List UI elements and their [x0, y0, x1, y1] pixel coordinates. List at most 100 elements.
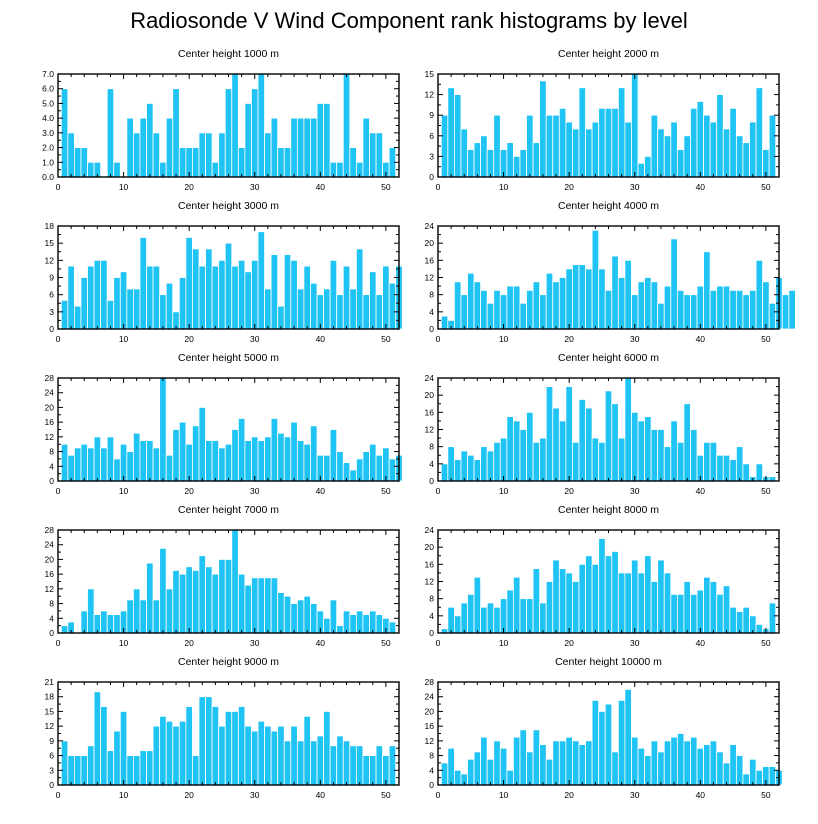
histogram-bar [369, 610, 377, 634]
histogram-bar [624, 121, 632, 178]
y-tick-label: 8 [429, 290, 434, 300]
x-tick-label: 0 [436, 182, 441, 192]
histogram-bar [80, 147, 88, 178]
histogram-bar [244, 440, 252, 482]
histogram-bar [453, 281, 462, 330]
histogram-bar [362, 451, 370, 482]
histogram-bar [631, 294, 639, 330]
y-tick-label: 15 [425, 69, 435, 79]
histogram-bar [290, 725, 298, 786]
histogram-bar [670, 121, 678, 178]
histogram-bar [237, 706, 246, 786]
panel-title: Center height 9000 m [178, 656, 279, 668]
histogram-bar [342, 610, 351, 634]
histogram-bar [755, 463, 764, 482]
histogram-bar [650, 114, 659, 178]
y-tick-label: 2.0 [42, 143, 54, 153]
y-tick-label: 6 [49, 751, 54, 761]
histogram-bar [165, 720, 174, 786]
histogram-bar [572, 264, 580, 330]
histogram-bar [499, 437, 508, 482]
histogram-bar [283, 254, 292, 330]
histogram-bar [624, 259, 632, 330]
histogram-bar [303, 443, 311, 482]
histogram-bar [598, 107, 606, 178]
y-tick-label: 20 [45, 402, 55, 412]
histogram-bar [205, 566, 213, 634]
histogram-bar [60, 299, 69, 330]
histogram-bar [670, 238, 678, 330]
y-tick-label: 24 [45, 540, 55, 550]
histogram-bar [722, 454, 731, 482]
x-tick-label: 30 [250, 790, 260, 800]
x-tick-label: 0 [56, 334, 61, 344]
y-tick-label: 0 [49, 324, 54, 334]
histogram-bar [565, 736, 573, 786]
x-tick-label: 30 [250, 638, 260, 648]
histogram-bar [106, 299, 115, 330]
histogram-bar [244, 725, 252, 786]
histogram-bar [578, 87, 586, 178]
histogram-bar [467, 149, 475, 178]
histogram-bar [473, 281, 482, 330]
histogram-bar [139, 237, 147, 330]
panel-title: Center height 1000 m [178, 48, 279, 60]
y-tick-label: 16 [45, 569, 55, 579]
histogram-bar [349, 614, 357, 634]
histogram-bar [67, 265, 75, 330]
x-tick-label: 40 [316, 334, 326, 344]
histogram-bar [460, 294, 468, 330]
histogram-bar [598, 268, 606, 330]
histogram-bar [611, 255, 619, 330]
histogram-bar [539, 80, 547, 178]
histogram-bar [205, 440, 213, 482]
histogram-bar [303, 715, 311, 786]
histogram-bar [178, 421, 187, 482]
histogram-bar [87, 447, 95, 482]
histogram-bar [598, 538, 606, 634]
histogram-bar [342, 740, 351, 786]
histogram-bar [237, 418, 246, 482]
histogram-bar [152, 725, 161, 786]
histogram-bar [663, 572, 672, 634]
histogram-bar [323, 288, 331, 330]
y-tick-label: 8 [429, 594, 434, 604]
histogram-bar [355, 745, 364, 786]
histogram-bar [257, 440, 265, 482]
histogram-bar [519, 598, 527, 634]
histogram-bar [218, 132, 226, 178]
histogram-bar [781, 294, 790, 330]
histogram-bar [729, 459, 737, 482]
x-tick-label: 50 [761, 182, 771, 192]
x-tick-label: 10 [119, 486, 129, 496]
histogram-bar [152, 132, 161, 178]
histogram-bar [591, 121, 600, 178]
histogram-bar [545, 272, 554, 330]
chart-panel-7: Center height 7000 m 0 10 20 30 40 50 0 4 8 12 16 20… [45, 504, 400, 648]
histogram-bar [270, 577, 279, 634]
histogram-bar [349, 147, 357, 178]
histogram-bar [178, 573, 187, 634]
histogram-bar [133, 588, 141, 634]
histogram-bar [329, 259, 338, 330]
histogram-bar [467, 454, 475, 482]
y-tick-label: 7.0 [42, 69, 54, 79]
histogram-bar [165, 282, 174, 330]
panel-title: Center height 2000 m [558, 48, 659, 60]
chart-panel-2: Center height 2000 m 0 10 20 30 40 50 0 3 6 9 12 15 [425, 48, 780, 192]
histogram-bar [552, 114, 560, 178]
histogram-bar [192, 425, 200, 482]
histogram-bar [604, 390, 613, 482]
chart-panel-10: Center height 10000 m 0 10 20 30 40 50 0 4 8 12 16 2… [425, 656, 783, 800]
histogram-bar [310, 740, 318, 786]
histogram-bar [722, 585, 731, 634]
histogram-bar [231, 73, 239, 178]
histogram-bar [709, 740, 718, 786]
y-tick-label: 12 [45, 432, 55, 442]
x-tick-label: 30 [250, 486, 260, 496]
panel-title: Center height 3000 m [178, 200, 279, 212]
histogram-bar [480, 446, 488, 482]
histogram-bar [532, 281, 541, 330]
histogram-bar [87, 161, 95, 178]
histogram-bar [532, 729, 541, 786]
